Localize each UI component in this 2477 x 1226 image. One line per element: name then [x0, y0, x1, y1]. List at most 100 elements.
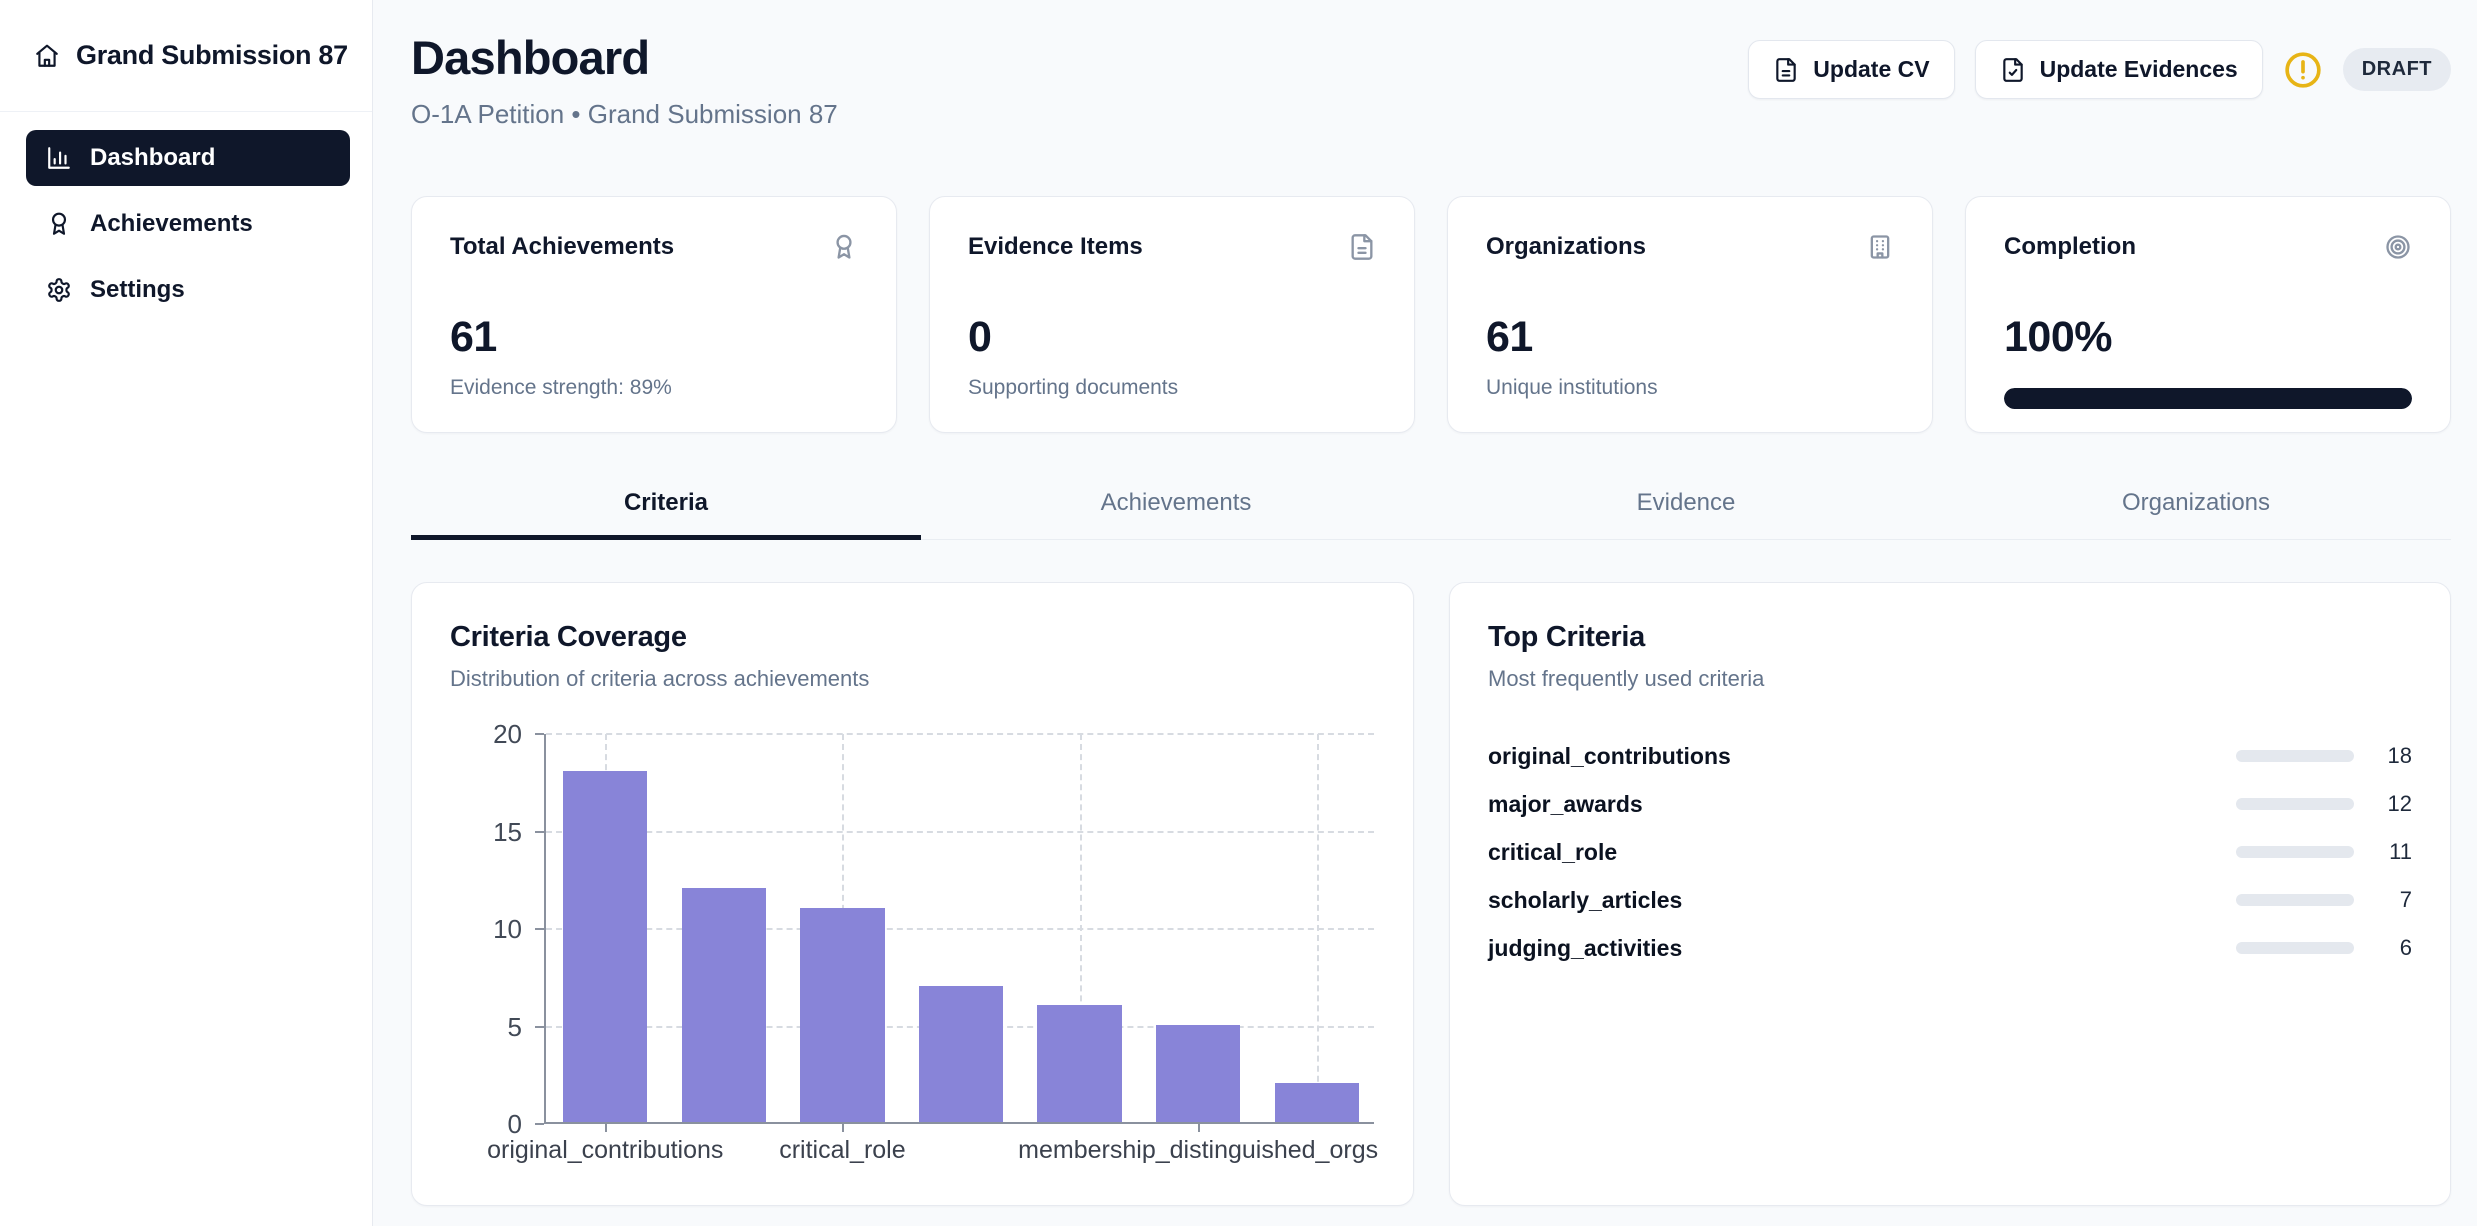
top-criteria-panel: Top Criteria Most frequently used criter…	[1449, 582, 2451, 1206]
app-title: Grand Submission 87	[76, 40, 348, 70]
criterion-bar-track	[2236, 798, 2354, 810]
chart-bar	[918, 985, 1004, 1122]
y-tickmark	[535, 1123, 544, 1125]
y-tick-label: 0	[507, 1109, 522, 1139]
y-tick-label: 5	[507, 1011, 522, 1042]
panel-title: Top Criteria	[1488, 621, 1645, 653]
panel-title: Criteria Coverage	[450, 621, 687, 653]
x-tick-label: membership_distinguished_orgs	[1018, 1136, 1379, 1164]
x-tick-label: original_contributions	[487, 1136, 724, 1164]
card-value: 61	[1486, 313, 1533, 361]
sidebar-item-label: Achievements	[90, 210, 253, 237]
stat-card-total-achievements: Total Achievements 61 Evidence strength:…	[411, 196, 897, 433]
card-title: Evidence Items	[968, 233, 1143, 260]
card-value: 100%	[2004, 313, 2112, 361]
criterion-value: 18	[2387, 743, 2412, 768]
criteria-coverage-panel: Criteria Coverage Distribution of criter…	[411, 582, 1414, 1206]
y-tick-label: 15	[493, 816, 522, 847]
update-cv-button[interactable]: Update CV	[1748, 40, 1955, 99]
chart-bar	[1156, 1024, 1241, 1122]
chart-column-icon	[48, 147, 70, 169]
stat-card-organizations: Organizations 61 Unique institutions	[1447, 196, 1933, 433]
file-check-icon	[2002, 57, 2023, 82]
list-item: judging_activities 6	[1488, 924, 2412, 972]
file-text-icon	[1351, 234, 1373, 260]
sidebar-item-label: Settings	[90, 276, 185, 303]
chart-bar	[1037, 1005, 1122, 1122]
x-tickmark	[842, 1124, 845, 1132]
criterion-label: judging_activities	[1488, 934, 1683, 961]
alert-circle-icon	[2285, 51, 2321, 88]
chart-bar	[681, 888, 766, 1122]
top-criteria-list: original_contributions 18 major_awards 1…	[1488, 732, 2412, 972]
criterion-label: major_awards	[1488, 790, 1643, 817]
list-item: critical_role 11	[1488, 828, 2412, 876]
main-content: Dashboard O-1A Petition • Grand Submissi…	[373, 0, 2477, 1226]
y-tickmark	[535, 830, 544, 833]
criterion-label: original_contributions	[1488, 742, 1731, 769]
criterion-label: scholarly_articles	[1488, 886, 1683, 913]
award-icon	[51, 212, 67, 235]
content-panels: Criteria Coverage Distribution of criter…	[411, 582, 2451, 1206]
tab-bar: Criteria Achievements Evidence Organizat…	[411, 479, 2451, 540]
criterion-bar-track	[2236, 750, 2354, 762]
chart-plot	[544, 733, 1374, 1132]
chart-yaxis: 0 5 10 15 20	[450, 719, 544, 1139]
sidebar-item-dashboard[interactable]: Dashboard	[26, 130, 350, 186]
y-tickmark	[535, 733, 544, 735]
sidebar: Grand Submission 87 Dashboard Achievemen…	[0, 0, 373, 1226]
y-tickmark	[535, 1025, 544, 1028]
y-tick-label: 20	[493, 719, 522, 749]
x-tickmark	[1198, 1124, 1201, 1132]
panel-subtitle: Distribution of criteria across achievem…	[450, 666, 870, 691]
criterion-label: critical_role	[1488, 838, 1618, 865]
award-icon	[836, 234, 852, 259]
card-title: Completion	[2004, 233, 2136, 260]
home-icon	[36, 44, 58, 67]
completion-progress-track	[2004, 388, 2412, 409]
card-value: 0	[968, 313, 992, 361]
criterion-bar-track	[2236, 942, 2354, 954]
stat-card-evidence-items: Evidence Items 0 Supporting documents	[929, 196, 1415, 433]
chart-bar	[800, 907, 885, 1122]
card-value: 61	[450, 313, 497, 361]
chart-bar	[1274, 1083, 1359, 1122]
sidebar-header: Grand Submission 87	[0, 0, 372, 112]
criterion-value: 12	[2387, 791, 2412, 816]
page-title: Dashboard	[411, 31, 650, 84]
gear-icon	[48, 278, 70, 302]
tab-achievements[interactable]: Achievements	[1100, 489, 1252, 516]
x-tickmark	[605, 1124, 608, 1132]
update-cv-label: Update CV	[1813, 56, 1930, 82]
stat-card-completion: Completion 100%	[1965, 196, 2451, 433]
x-gridline	[1079, 734, 1082, 1122]
header-actions: Update CV Update Evidences DRAFT	[1748, 40, 2451, 99]
update-evidences-label: Update Evidences	[2039, 56, 2238, 82]
sidebar-item-settings[interactable]: Settings	[26, 262, 350, 318]
y-tickmark	[535, 928, 544, 930]
tab-evidence[interactable]: Evidence	[1636, 489, 1736, 516]
card-subtext: Supporting documents	[968, 376, 1179, 399]
card-subtext: Unique institutions	[1486, 376, 1658, 399]
page-header: Dashboard O-1A Petition • Grand Submissi…	[411, 30, 2451, 130]
criterion-value: 11	[2389, 839, 2412, 864]
list-item: original_contributions 18	[1488, 732, 2412, 780]
x-tick-label: critical_role	[779, 1136, 906, 1164]
building-icon	[1870, 235, 1890, 259]
criterion-value: 7	[2399, 887, 2412, 912]
card-title: Organizations	[1486, 233, 1647, 260]
tab-criteria[interactable]: Criteria	[411, 479, 921, 540]
list-item: major_awards 12	[1488, 780, 2412, 828]
y-tick-label: 10	[493, 914, 522, 944]
sidebar-item-achievements[interactable]: Achievements	[26, 196, 350, 252]
y-gridline	[546, 830, 1374, 833]
card-title: Total Achievements	[450, 233, 675, 260]
file-text-icon	[1776, 57, 1797, 82]
chart-bar	[563, 771, 648, 1122]
panel-subtitle: Most frequently used criteria	[1488, 666, 1765, 691]
card-subtext: Evidence strength: 89%	[450, 376, 672, 399]
x-gridline	[1316, 734, 1319, 1122]
tab-organizations[interactable]: Organizations	[2121, 489, 2271, 516]
chart-xlabels: original_contributions critical_role membe…	[487, 1124, 1379, 1168]
update-evidences-button[interactable]: Update Evidences	[1974, 40, 2263, 99]
